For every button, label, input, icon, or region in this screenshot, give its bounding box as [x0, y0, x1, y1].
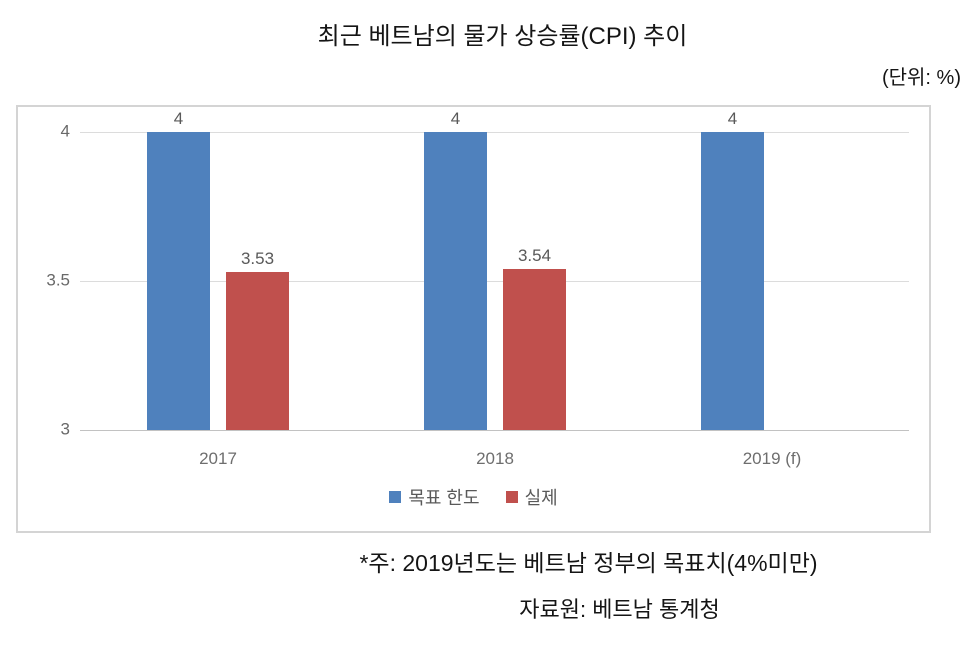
x-axis-line — [80, 430, 909, 431]
bar-value-label: 3.53 — [240, 249, 275, 269]
bar-actual-2018 — [503, 269, 566, 430]
x-axis-category-label: 2019 (f) — [742, 449, 802, 468]
bar-value-label: 4 — [727, 109, 738, 128]
legend-swatch — [389, 491, 402, 503]
bar-value-label: 4 — [450, 109, 461, 128]
bar-target-limit-2018 — [424, 132, 487, 430]
y-axis-tick-label: 4 — [60, 121, 70, 141]
footnote: *주: 2019년도는 베트남 정부의 목표치(4%미만) — [359, 550, 818, 576]
legend-label: 실제 — [524, 488, 558, 508]
x-axis-category-label: 2017 — [199, 449, 237, 468]
chart-area: 3 3.5 4 2017 4 3.53 2018 4 3.54 2019 (f) 4 목표 한도 실제 — [16, 105, 931, 533]
unit-label: (단위: %) — [881, 67, 961, 89]
legend-swatch — [505, 491, 518, 503]
gridline — [80, 281, 909, 282]
bar-value-label: 4 — [173, 109, 184, 128]
x-axis-category-label: 2018 — [476, 449, 514, 468]
legend: 목표 한도 실제 — [18, 484, 929, 510]
plot-area: 3 3.5 4 2017 4 3.53 2018 4 3.54 2019 (f) 4 — [18, 107, 929, 531]
legend-item-target-limit: 목표 한도 — [389, 484, 480, 510]
y-axis-tick-label: 3.5 — [46, 270, 70, 290]
source-label: 자료원: 베트남 통계청 — [519, 597, 720, 622]
bar-actual-2017 — [226, 272, 289, 430]
chart-title: 최근 베트남의 물가 상승률(CPI) 추이 — [317, 23, 688, 50]
y-axis-tick-label: 3 — [60, 419, 70, 439]
bar-target-limit-2019(f) — [701, 132, 764, 430]
bar-value-label: 3.54 — [517, 246, 552, 266]
legend-item-actual: 실제 — [505, 484, 558, 510]
gridline — [80, 132, 909, 133]
legend-label: 목표 한도 — [408, 488, 480, 508]
bar-target-limit-2017 — [147, 132, 210, 430]
